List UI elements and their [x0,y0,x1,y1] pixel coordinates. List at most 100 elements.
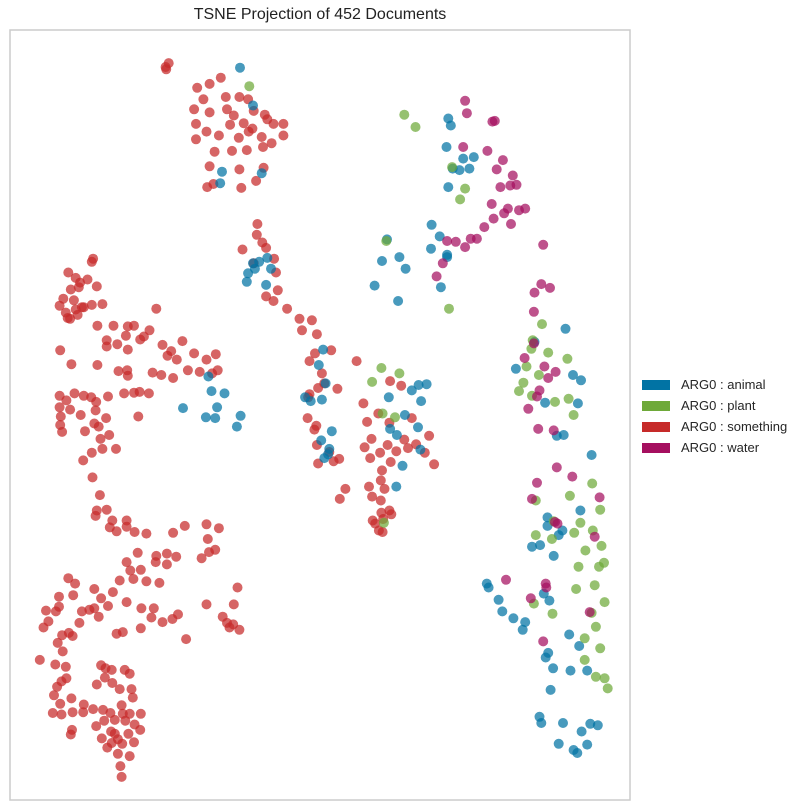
point-something [160,62,171,72]
point-something [252,219,263,229]
point-animal [442,249,453,260]
point-something [86,447,97,458]
point-water [488,213,499,224]
point-something [90,510,101,521]
point-something [191,118,201,129]
point-water [584,607,595,618]
point-something [65,313,76,324]
point-plant [590,621,601,632]
point-something [222,617,232,628]
point-something [86,392,97,403]
point-animal [508,613,519,624]
point-something [60,661,71,672]
point-plant [562,353,573,364]
point-animal [510,363,521,374]
point-animal [416,396,427,407]
point-something [127,692,138,703]
point-plant [376,363,387,373]
point-something [121,597,132,608]
point-plant [455,194,466,205]
point-something [161,548,172,559]
point-something [268,118,279,129]
point-something [129,387,139,398]
point-something [228,110,239,121]
point-something [424,430,435,441]
point-something [69,388,80,399]
point-plant [447,162,458,173]
point-water [536,279,547,290]
point-animal [415,444,426,455]
point-water [486,199,497,209]
chart-title: TSNE Projection of 452 Documents [193,6,447,23]
point-water [538,636,549,647]
point-plant [580,545,591,556]
point-something [251,175,262,186]
point-something [233,132,244,143]
point-something [215,72,226,83]
point-something [91,721,102,732]
point-something [106,726,117,737]
point-something [204,547,214,558]
point-something [87,472,98,483]
point-animal [582,739,593,750]
point-something [334,493,345,504]
point-plant [594,561,604,572]
point-something [101,341,112,352]
point-something [66,359,77,370]
point-something [108,320,119,331]
point-plant [596,540,607,551]
point-something [117,738,128,749]
point-something [364,481,374,492]
point-water [482,145,493,156]
point-something [204,161,215,172]
point-something [311,329,322,340]
point-something [234,92,245,102]
point-animal [575,505,586,516]
point-something [334,453,345,464]
point-something [98,704,108,715]
point-water [529,287,540,298]
point-something [306,315,317,326]
legend-item-water: ARG0 : water [642,437,787,458]
legend-label-plant: ARG0 : plant [681,398,756,413]
point-something [204,78,215,89]
point-something [294,313,305,324]
point-water [525,593,536,604]
point-something [181,634,192,645]
point-something [91,281,102,292]
point-animal [369,280,380,291]
point-something [78,455,89,466]
point-water [543,373,554,383]
point-plant [573,561,584,572]
point-something [116,771,127,782]
point-animal [262,252,273,263]
point-something [61,395,72,406]
point-something [154,577,165,588]
point-something [63,627,74,638]
point-water [551,462,562,473]
point-something [258,142,268,152]
point-plant [571,584,582,594]
point-animal [553,738,564,749]
point-animal [256,168,267,179]
point-animal [576,726,587,737]
point-water [539,361,550,372]
point-something [113,366,124,377]
point-something [65,729,76,740]
point-something [84,604,95,615]
point-water [460,95,471,106]
point-animal [540,397,551,408]
point-something [43,616,54,627]
point-something [194,366,205,377]
point-something [120,715,131,726]
point-something [50,659,61,670]
point-water [567,471,578,482]
point-something [189,348,200,359]
point-something [115,761,126,772]
point-plant [564,490,575,501]
point-something [93,611,104,622]
point-animal [248,100,258,111]
point-something [201,354,212,365]
point-water [450,236,461,247]
